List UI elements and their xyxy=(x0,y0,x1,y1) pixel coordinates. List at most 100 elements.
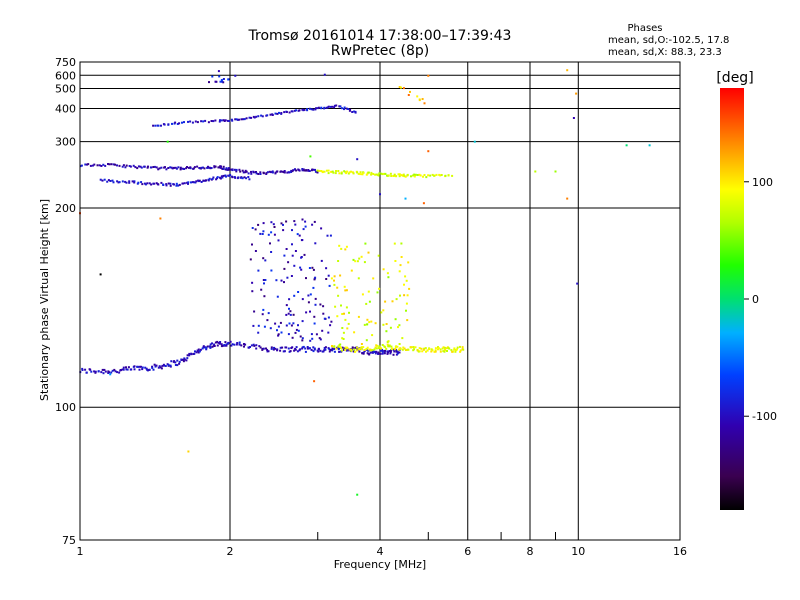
data-point xyxy=(360,255,363,258)
data-point xyxy=(230,118,233,121)
data-point xyxy=(96,164,99,167)
data-point xyxy=(341,327,344,329)
data-point xyxy=(226,119,229,122)
data-point xyxy=(279,321,282,324)
data-point xyxy=(223,344,226,346)
data-point xyxy=(133,368,136,371)
data-point xyxy=(446,350,448,352)
data-point xyxy=(207,121,210,124)
data-point xyxy=(360,343,363,345)
data-point xyxy=(288,111,291,114)
data-point xyxy=(270,346,273,349)
data-point xyxy=(395,353,398,356)
data-point xyxy=(320,227,323,230)
data-point xyxy=(200,181,203,183)
data-point xyxy=(374,173,377,176)
data-point xyxy=(327,331,330,334)
x-tick-label: 6 xyxy=(464,545,471,558)
data-point xyxy=(332,171,335,174)
data-point xyxy=(116,371,119,374)
data-point xyxy=(435,173,438,176)
data-point xyxy=(176,123,179,125)
data-point xyxy=(281,346,284,349)
data-point xyxy=(187,181,190,184)
data-point xyxy=(648,144,651,147)
data-point xyxy=(289,310,292,313)
data-point xyxy=(89,368,92,371)
data-point xyxy=(387,340,390,343)
data-point xyxy=(129,165,132,168)
data-point xyxy=(259,346,262,349)
data-point xyxy=(303,108,306,111)
data-point xyxy=(355,349,358,352)
data-point xyxy=(128,180,131,183)
data-point xyxy=(206,345,209,348)
data-point xyxy=(323,170,326,173)
data-point xyxy=(104,164,107,167)
data-point xyxy=(353,110,356,113)
data-point xyxy=(133,181,136,184)
data-point xyxy=(320,259,323,262)
data-point xyxy=(448,347,451,350)
data-point xyxy=(204,119,207,122)
data-point xyxy=(301,346,304,349)
data-point xyxy=(196,121,199,124)
data-point xyxy=(213,166,216,169)
data-point xyxy=(333,283,336,286)
data-point xyxy=(323,73,326,76)
data-point xyxy=(442,346,445,349)
data-point xyxy=(374,322,377,325)
data-point xyxy=(227,174,230,177)
data-point xyxy=(346,170,348,173)
data-point xyxy=(144,183,147,186)
data-point xyxy=(315,107,318,110)
data-point xyxy=(211,75,214,78)
data-point xyxy=(107,179,110,182)
data-point xyxy=(425,176,428,179)
data-point xyxy=(420,347,423,350)
data-point xyxy=(209,346,212,349)
data-point xyxy=(175,182,178,185)
data-point xyxy=(84,163,87,166)
data-point xyxy=(205,347,208,350)
data-point xyxy=(379,352,382,355)
data-point xyxy=(291,346,294,349)
data-point xyxy=(397,326,399,329)
data-point xyxy=(209,343,212,346)
colorbar-tick-label: -100 xyxy=(752,410,777,423)
data-point xyxy=(163,123,166,126)
data-point xyxy=(394,318,397,321)
data-point xyxy=(146,166,149,169)
data-point xyxy=(125,368,128,371)
data-point xyxy=(295,169,298,172)
data-point xyxy=(401,348,404,351)
data-point xyxy=(365,339,368,342)
data-point xyxy=(108,163,111,166)
data-point xyxy=(148,368,151,371)
data-point xyxy=(118,164,121,167)
data-point xyxy=(146,369,149,372)
data-point xyxy=(308,347,311,350)
data-point xyxy=(111,369,114,372)
data-point xyxy=(390,345,393,348)
data-point xyxy=(319,338,322,341)
data-point xyxy=(340,349,343,352)
data-point xyxy=(447,174,450,177)
data-point xyxy=(227,168,230,171)
data-point xyxy=(212,176,215,179)
data-point xyxy=(346,347,349,350)
data-point xyxy=(243,176,246,179)
data-point xyxy=(534,170,537,173)
data-point xyxy=(375,347,378,350)
data-point xyxy=(314,297,317,300)
data-point xyxy=(235,168,238,171)
data-point xyxy=(398,86,401,88)
data-point xyxy=(164,365,167,367)
data-point xyxy=(247,172,250,175)
data-point xyxy=(254,250,257,252)
data-point xyxy=(391,347,394,350)
data-point xyxy=(398,175,401,178)
data-point xyxy=(229,340,232,343)
data-point xyxy=(251,281,254,284)
data-point xyxy=(456,348,458,351)
